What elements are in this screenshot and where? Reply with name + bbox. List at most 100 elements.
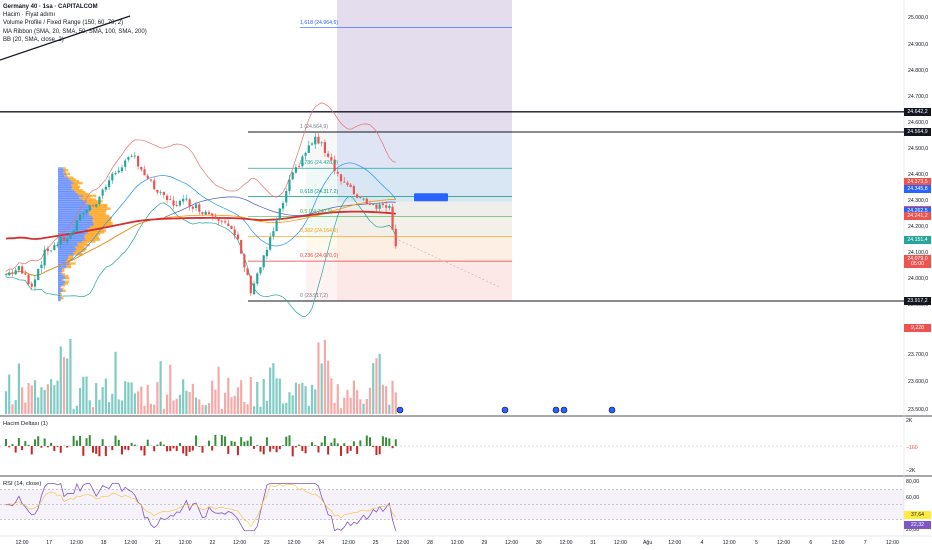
time-tick-label[interactable]: 5 (754, 540, 758, 546)
volume-bar (307, 405, 310, 414)
price-axis-label[interactable]: 24.373,5 (904, 177, 931, 186)
time-tick-label[interactable]: 23 (263, 540, 270, 546)
volume-profile-bar (72, 185, 81, 188)
volume-bar (82, 376, 85, 414)
time-tick-label[interactable]: 12:00 (831, 540, 845, 546)
volume-profile-bar (62, 269, 65, 272)
candle-body (327, 153, 330, 157)
fib-level-label[interactable]: 0,618 (24.317,2) (300, 188, 339, 195)
fib-level-label[interactable]: 0,5 (24.240,9) (300, 208, 333, 215)
time-tick-label[interactable]: 12:00 (885, 540, 899, 546)
candle-body (246, 268, 249, 276)
candle-body (275, 220, 278, 232)
time-tick-label[interactable]: 22 (209, 540, 216, 546)
delta-bar (91, 446, 94, 453)
volume-profile-bar (71, 180, 80, 183)
price-axis-label[interactable]: 24.079,0 (904, 254, 931, 263)
legend-ma-ribbon[interactable]: MA Ribbon (SMA, 20, SMA, 50, SMA, 100, S… (3, 28, 147, 35)
time-tick-label[interactable]: 4 (700, 540, 704, 546)
price-axis-label[interactable]: 05:00 (904, 259, 931, 268)
volume-profile-bar (89, 229, 107, 232)
price-tick-label[interactable]: 24.400,0 (908, 172, 929, 179)
level-price-label[interactable]: 24.564,9 (904, 128, 931, 136)
time-tick-label[interactable]: 28 (427, 540, 433, 546)
fib-band (306, 261, 512, 301)
time-tick-label[interactable]: 12:00 (341, 540, 355, 546)
time-tick-label[interactable]: 18 (100, 540, 107, 546)
time-tick-label[interactable]: 29 (481, 540, 488, 546)
fib-level-label[interactable]: 0,786 (24.426,0) (300, 160, 339, 167)
fib-level-label[interactable]: 0,382 (24.164,6) (300, 228, 339, 235)
price-axis-label[interactable]: 24.345,8 (904, 185, 931, 194)
time-tick-label[interactable]: 12:00 (287, 540, 301, 546)
time-tick-label[interactable]: 12:00 (69, 540, 83, 546)
price-tick-label[interactable]: 24.700,0 (908, 93, 929, 100)
price-tick-label[interactable]: 24.500,0 (908, 145, 929, 152)
time-tick-label[interactable]: 12:00 (777, 540, 791, 546)
fib-level-label[interactable]: 0,236 (24.070,0) (300, 253, 339, 260)
price-tick-label[interactable]: 24.300,0 (908, 198, 929, 205)
legend-volume-profile[interactable]: Volume Profile / Fixed Range (150, 60, 7… (3, 20, 124, 27)
time-tick-label[interactable]: 12:00 (396, 540, 410, 546)
volume-profile-bar (58, 296, 62, 300)
price-axis-label[interactable]: 24.151,4 (904, 235, 931, 244)
level-price-label[interactable]: 24.642,2 (904, 107, 931, 116)
candle-body (82, 213, 85, 215)
time-tick-label[interactable]: 12:00 (15, 540, 29, 546)
candle-body (111, 173, 114, 181)
time-tick-label[interactable]: 30 (535, 540, 542, 546)
volume-bar (339, 408, 343, 414)
time-tick-label[interactable]: 12:00 (559, 540, 573, 546)
delta-pane-title[interactable]: Hacim Deltası (1) (3, 421, 48, 427)
candle-body (101, 189, 104, 196)
fib-level-label[interactable]: 1,618 (24.964,6) (300, 19, 339, 26)
fib-level-label[interactable]: 0 (23.917,2) (300, 293, 328, 299)
legend-volume[interactable]: Hacim · Fiyat adımı (3, 12, 56, 19)
time-tick-label[interactable]: 12:00 (668, 540, 682, 546)
price-tick-label[interactable]: 24.600,0 (908, 119, 929, 126)
time-tick-label[interactable]: 12:00 (722, 540, 736, 546)
volume-profile-bar (58, 180, 72, 183)
price-tick-label[interactable]: 25.000,0 (908, 15, 929, 22)
volume-profile-bar (58, 295, 60, 298)
legend-bb[interactable]: BB (20, SMA, close, 2) (3, 36, 64, 43)
time-tick-label[interactable]: Ağu (642, 540, 653, 546)
time-tick-label[interactable]: 12:00 (233, 540, 247, 546)
level-price-label[interactable]: 23.917,2 (904, 297, 931, 305)
price-tick-label[interactable]: 24.800,0 (908, 67, 929, 74)
symbol-title[interactable]: Germany 40 · 1sa · CAPITALCOM (3, 4, 98, 10)
rsi-pane-title[interactable]: RSI (14, close) (3, 481, 42, 487)
time-tick-label[interactable]: 17 (46, 540, 53, 546)
time-tick-label[interactable]: 31 (590, 540, 597, 546)
price-axis-label[interactable]: 24.241,2 (904, 212, 931, 221)
time-tick-label[interactable]: 24 (318, 540, 325, 546)
price-tick-label[interactable]: 24.900,0 (908, 41, 929, 48)
time-tick-label[interactable]: 12:00 (450, 540, 464, 546)
time-tick-label[interactable]: 12:00 (124, 540, 138, 546)
volume-profile-bar (58, 242, 78, 245)
volume-profile-bar (60, 293, 62, 296)
price-tick-label[interactable]: 23.900,0 (908, 302, 929, 309)
time-tick-label[interactable]: 21 (155, 540, 161, 546)
candle-body (339, 174, 343, 182)
candle-body (21, 266, 24, 274)
price-axis-label[interactable]: 9,228 (904, 323, 931, 332)
time-tick-label[interactable]: 6 (809, 540, 813, 546)
price-tick-label[interactable]: 24.200,0 (908, 224, 929, 231)
time-tick-label[interactable]: 12:00 (505, 540, 519, 546)
time-tick-label[interactable]: 25 (372, 540, 379, 546)
candle-body (278, 208, 281, 220)
time-tick-label[interactable]: 12:00 (613, 540, 627, 546)
candle-body (285, 191, 288, 203)
price-tick-label[interactable]: 24.000,0 (908, 276, 929, 283)
price-axis-label[interactable]: 24.262,5 (904, 206, 931, 215)
price-tick-label[interactable]: 24.100,0 (908, 250, 929, 257)
delta-bar (46, 446, 49, 448)
volume-profile-bar (58, 276, 66, 280)
volume-bar (101, 387, 104, 414)
volume-bar (33, 380, 37, 414)
fib-level-label[interactable]: 1 (24.564,9) (300, 124, 328, 130)
time-tick-label[interactable]: 7 (863, 540, 867, 546)
time-tick-label[interactable]: 12:00 (178, 540, 192, 546)
